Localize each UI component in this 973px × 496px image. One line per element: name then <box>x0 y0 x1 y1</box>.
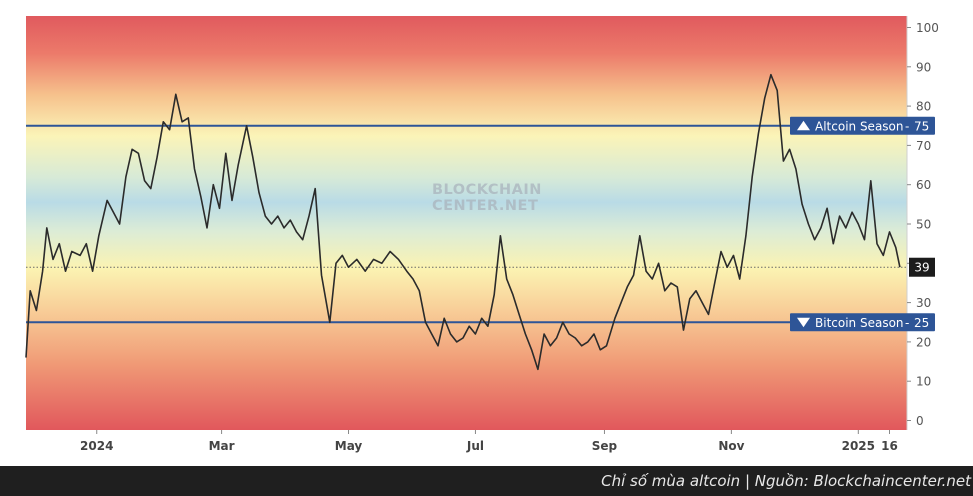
y-tick-label: 50 <box>916 218 931 232</box>
x-tick-label: Mar <box>209 439 235 453</box>
x-tick-label: May <box>335 439 363 453</box>
caption-bar: Chỉ số mùa altcoin | Nguồn: Blockchaince… <box>0 466 973 496</box>
chart-container: 01020304050607080901002024MarMayJulSepNo… <box>25 16 939 453</box>
reference-label-text: Bitcoin Season <box>815 316 904 330</box>
x-tick-label: 2025 <box>842 439 875 453</box>
x-tick-label: Jul <box>466 439 484 453</box>
x-tick-label: Sep <box>592 439 618 453</box>
y-tick-label: 30 <box>916 296 931 310</box>
y-tick-label: 60 <box>916 178 931 192</box>
current-value-text: 39 <box>914 261 929 275</box>
current-value-badge: 39 <box>909 257 935 277</box>
series-line-0 <box>25 73 901 371</box>
caption: Chỉ số mùa altcoin | Nguồn: Blockchaince… <box>601 472 971 490</box>
reference-label-box <box>790 116 935 135</box>
altcoin-season-chart: 01020304050607080901002024MarMayJulSepNo… <box>25 16 939 453</box>
watermark-line-2: CENTER.NET <box>432 198 539 214</box>
plot-background <box>26 16 907 430</box>
y-tick-label: 80 <box>916 100 931 114</box>
x-tick-label: Nov <box>718 439 744 453</box>
reference-label-dash: - <box>905 119 909 133</box>
reference-label-text: Altcoin Season <box>815 119 904 133</box>
up-triangle-icon <box>797 120 810 131</box>
x-tick-label: 16 <box>881 439 898 453</box>
watermark: BLOCKCHAIN CENTER.NET <box>432 182 542 214</box>
y-tick-label: 100 <box>916 21 939 35</box>
y-tick-label: 90 <box>916 60 931 74</box>
reference-label-value: 75 <box>914 119 929 133</box>
reference-label-25: Bitcoin Season -25 <box>790 313 935 332</box>
y-tick-label: 20 <box>916 335 931 349</box>
y-tick-label: 10 <box>916 375 931 389</box>
reference-label-75: Altcoin Season -75 <box>790 116 935 135</box>
down-triangle-icon <box>797 317 810 328</box>
current-value-box <box>909 257 935 277</box>
y-tick-label: 70 <box>916 139 931 153</box>
watermark-line-1: BLOCKCHAIN <box>432 182 542 198</box>
reference-label-dash: - <box>905 316 909 330</box>
reference-label-value: 25 <box>914 316 929 330</box>
y-tick-label: 0 <box>916 414 924 428</box>
x-tick-label: 2024 <box>80 439 113 453</box>
reference-label-box <box>790 313 935 332</box>
